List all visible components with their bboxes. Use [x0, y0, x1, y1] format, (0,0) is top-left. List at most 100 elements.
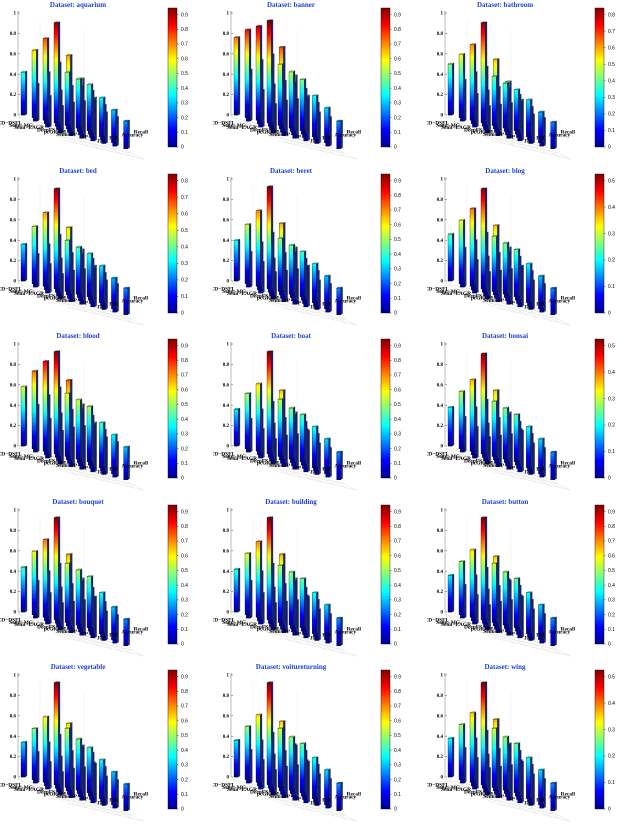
- bar-segment: [256, 54, 260, 56]
- bar: [481, 22, 487, 123]
- bar-segment: [278, 108, 282, 110]
- bar-segment: [448, 265, 452, 267]
- bar-segment: [267, 79, 271, 81]
- bar-segment: [54, 45, 58, 47]
- bar-segment: [470, 55, 474, 57]
- bar-segment: [65, 254, 69, 256]
- bar-segment: [503, 265, 507, 267]
- bar-segment: [492, 284, 496, 286]
- bar-segment: [256, 223, 260, 225]
- bar-segment: [43, 102, 47, 104]
- bar: [54, 188, 60, 289]
- bar-segment: [87, 101, 91, 103]
- bar-segment: [267, 27, 271, 29]
- bar-segment: [256, 264, 260, 266]
- bar-segment: [337, 127, 341, 129]
- bar-segment: [21, 91, 25, 93]
- bar-segment: [234, 265, 238, 267]
- z-tick-label: 0.6: [10, 218, 17, 223]
- bar-segment: [470, 59, 474, 61]
- bar-segment: [21, 105, 25, 107]
- bar-segment: [267, 271, 271, 273]
- bar: [87, 253, 93, 297]
- bar: [289, 71, 295, 128]
- bar-segment: [267, 89, 271, 91]
- bar-segment: [448, 111, 452, 113]
- bar-segment: [538, 276, 542, 278]
- bar-segment: [448, 105, 452, 107]
- bar-side: [58, 188, 60, 289]
- bar-segment: [493, 227, 497, 229]
- bar-segment: [21, 88, 25, 90]
- bar-segment: [538, 284, 542, 286]
- colorbar-tick-label: 0.6: [181, 56, 188, 62]
- bar-segment: [492, 238, 496, 240]
- bar-segment: [267, 249, 271, 251]
- bar-segment: [278, 114, 282, 116]
- bar-segment: [337, 141, 341, 143]
- bar-segment: [54, 103, 58, 105]
- bar-segment: [256, 106, 260, 108]
- bar-segment: [43, 262, 47, 264]
- bar-segment: [289, 100, 293, 102]
- bar-segment: [312, 130, 316, 132]
- colorbar-tick-label: 0.3: [608, 231, 615, 237]
- bar-segment: [470, 100, 474, 102]
- bar-segment: [492, 107, 496, 109]
- bar-segment: [267, 111, 271, 113]
- bar-segment: [448, 97, 452, 99]
- bar-segment: [493, 225, 497, 227]
- bar-segment: [54, 81, 58, 83]
- bar-segment: [278, 84, 282, 86]
- bar-segment: [87, 264, 91, 266]
- bar-segment: [267, 247, 271, 249]
- bar-segment: [300, 264, 304, 266]
- bar-segment: [234, 55, 238, 57]
- bar-segment: [481, 39, 485, 41]
- colorbar-tick-label: 0.2: [394, 281, 401, 287]
- bar-segment: [267, 253, 271, 255]
- bar-segment: [470, 67, 474, 69]
- bar-segment: [278, 106, 282, 108]
- z-tick-label: 0.8: [10, 363, 17, 368]
- bar-segment: [503, 276, 507, 278]
- bar-segment: [300, 288, 304, 290]
- bar-segment: [43, 237, 47, 239]
- bar-segment: [54, 227, 58, 229]
- colorbar-tick-label: 0.2: [608, 258, 615, 264]
- bar-segment: [21, 74, 25, 76]
- bar-segment: [481, 75, 485, 77]
- bar-segment: [234, 47, 238, 49]
- bar-segment: [245, 36, 249, 38]
- bar-segment: [54, 33, 58, 35]
- bar-segment: [234, 81, 238, 83]
- bar-segment: [99, 130, 103, 132]
- colorbar: [168, 174, 177, 313]
- bar-segment: [300, 115, 304, 117]
- bar-segment: [526, 294, 530, 296]
- bar-segment: [493, 67, 497, 69]
- method-label: SP: [509, 134, 516, 140]
- bar-segment: [470, 278, 474, 280]
- bar-segment: [267, 83, 271, 85]
- colorbar-tick-label: 0.5: [394, 237, 401, 243]
- bar-segment: [481, 49, 485, 51]
- bar-segment: [551, 294, 555, 296]
- chart-panel: Dataset: bed00.20.40.60.81MCD−DSFLSemi−M…: [0, 166, 213, 331]
- bar-segment: [43, 258, 47, 260]
- bar-segment: [514, 272, 518, 274]
- bar-segment: [267, 191, 271, 193]
- bar-segment: [76, 253, 80, 255]
- bar-segment: [470, 82, 474, 84]
- bar-segment: [234, 244, 238, 246]
- bar-segment: [337, 121, 341, 123]
- bar-segment: [337, 311, 341, 313]
- bar-segment: [278, 258, 282, 260]
- bar-segment: [54, 263, 58, 265]
- bar: [312, 95, 318, 137]
- bar-segment: [256, 229, 260, 231]
- bar-segment: [54, 209, 58, 211]
- bar-segment: [503, 272, 507, 274]
- bar-segment: [234, 75, 238, 77]
- bar-segment: [267, 251, 271, 253]
